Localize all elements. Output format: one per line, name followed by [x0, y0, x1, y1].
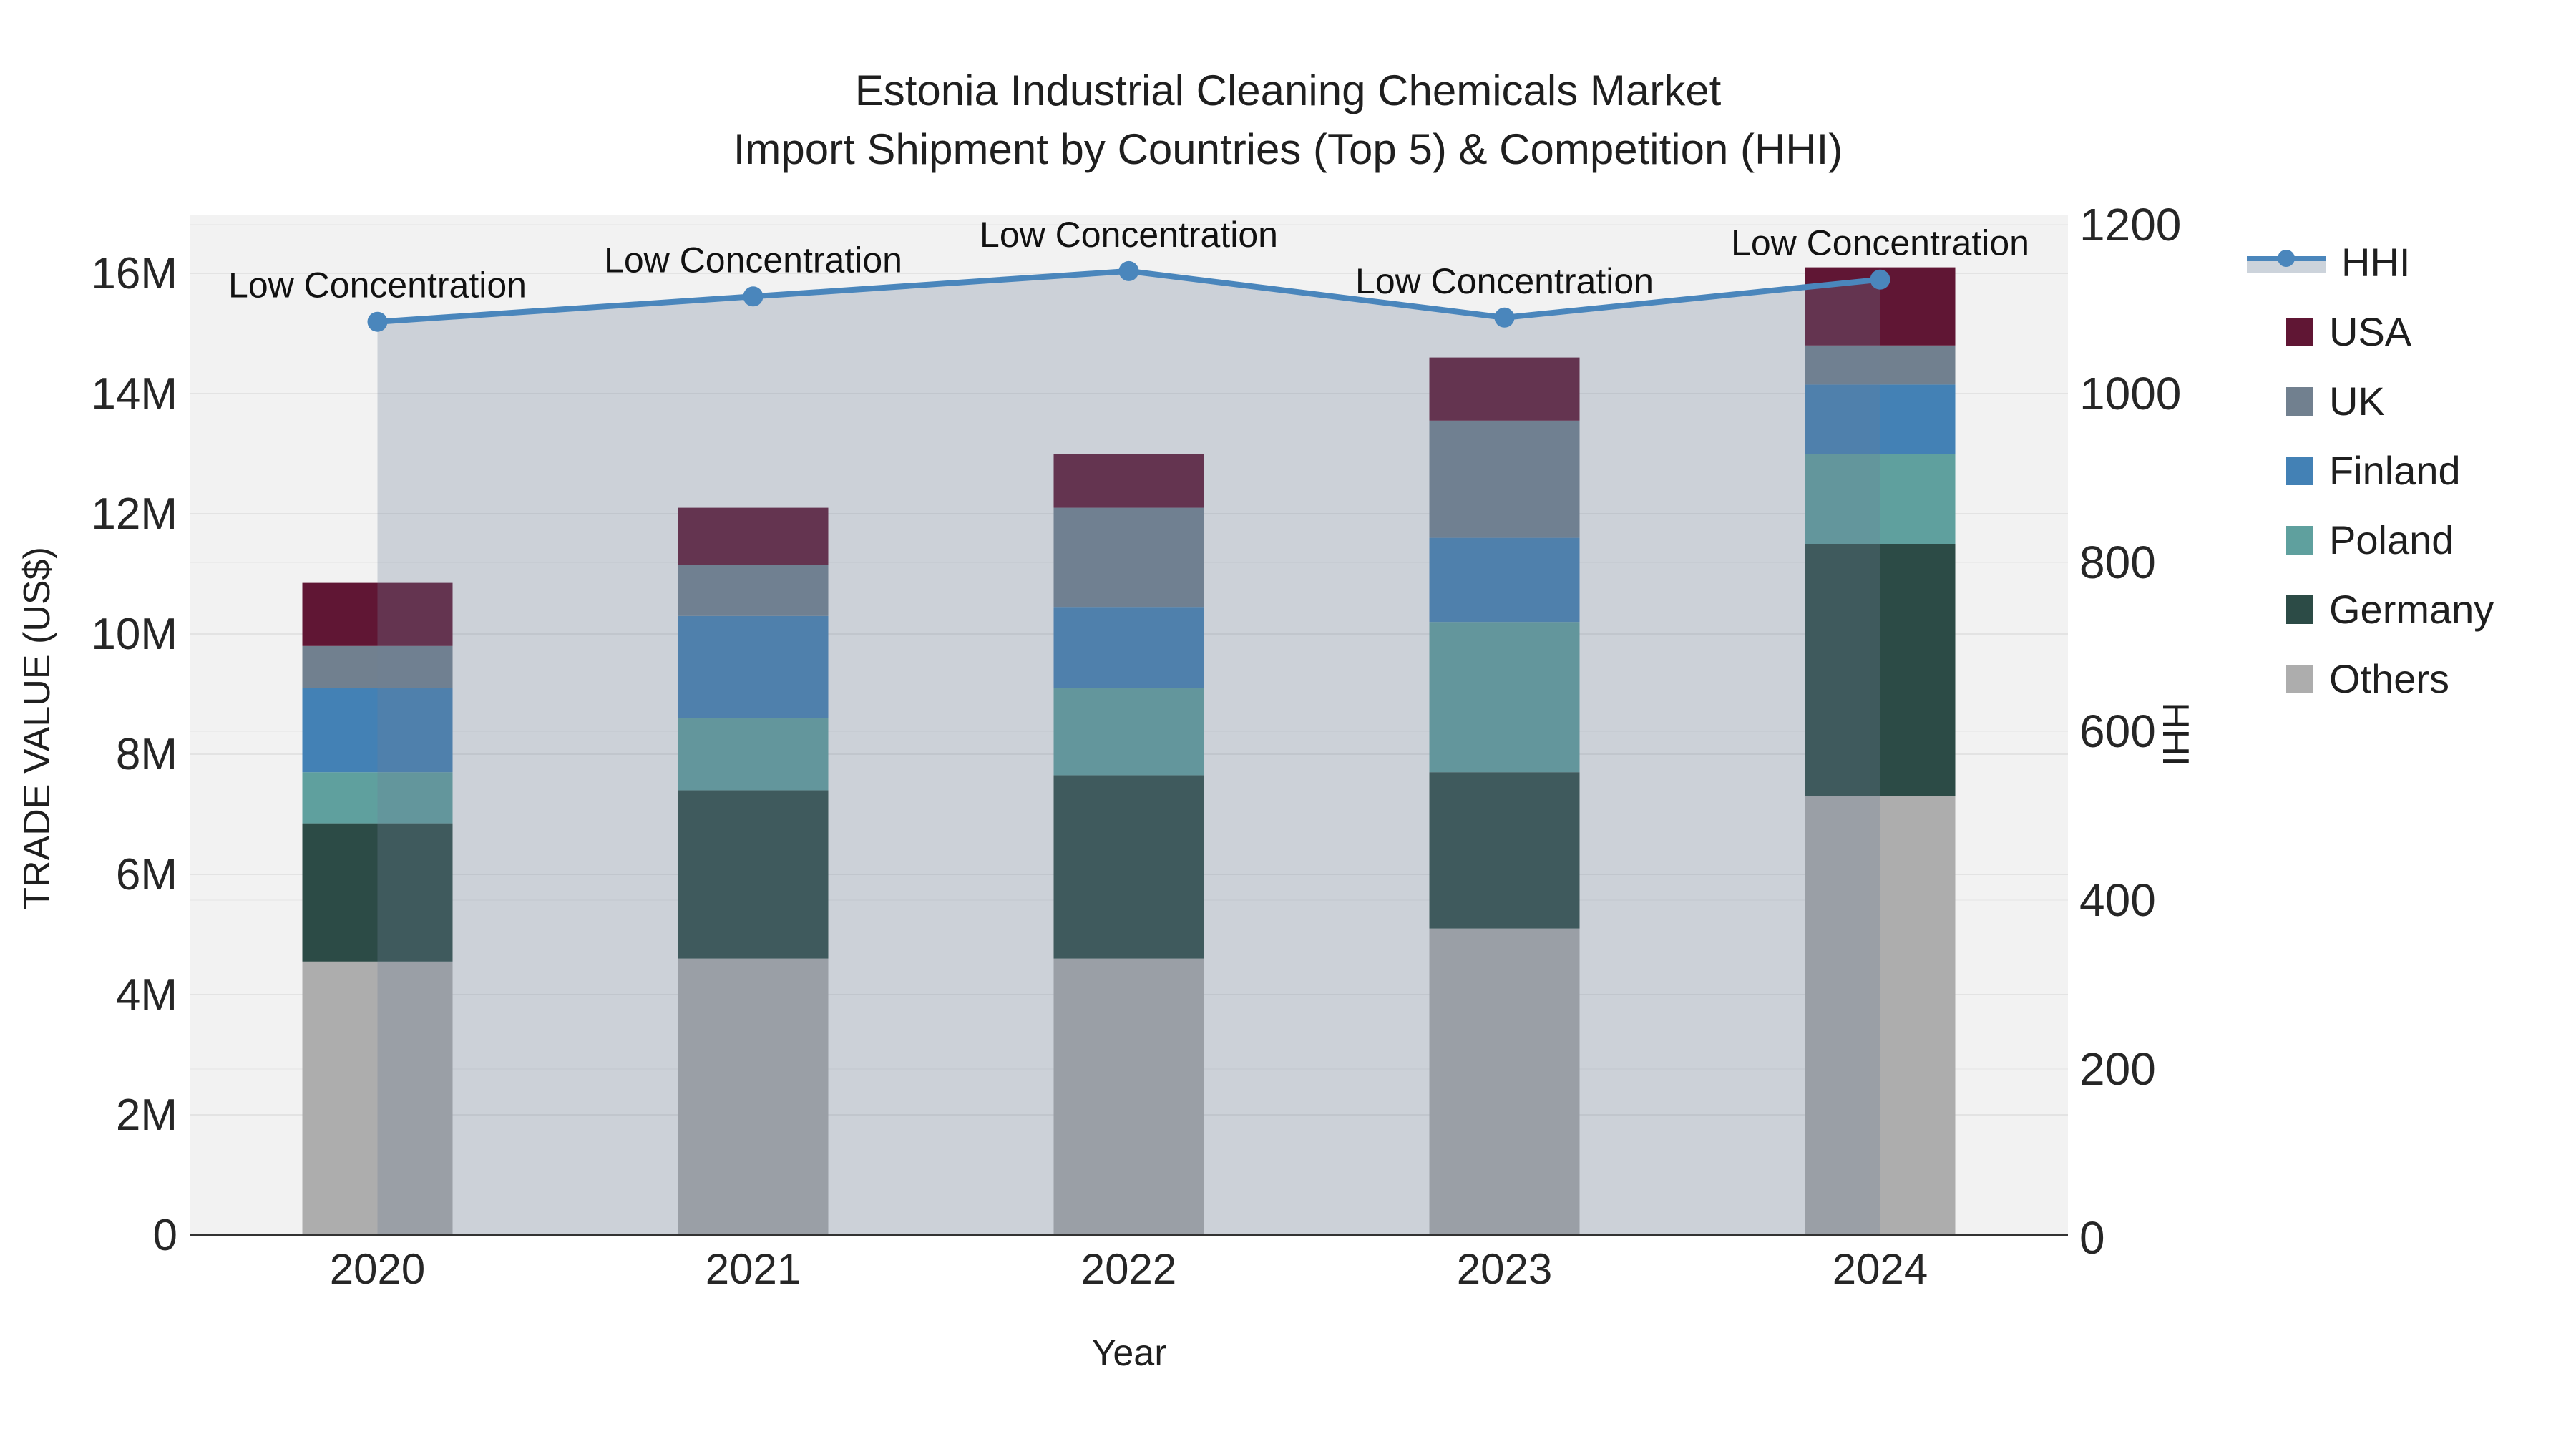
annotation-low-concentration: Low Concentration — [228, 265, 527, 306]
bar-segment-finland-2021[interactable] — [678, 615, 829, 718]
bar-segment-finland-2023[interactable] — [1429, 537, 1580, 623]
bar-segment-germany-2024[interactable] — [1805, 544, 1956, 796]
bar-segment-poland-2021[interactable] — [678, 718, 829, 791]
legend-item-usa[interactable]: USA — [2247, 297, 2562, 366]
annotation-low-concentration: Low Concentration — [1355, 261, 1654, 301]
bar-segment-others-2020[interactable] — [302, 961, 453, 1235]
bar-segment-finland-2022[interactable] — [1053, 607, 1204, 688]
y-axis-title-right: HHI — [2155, 702, 2196, 766]
bar-segment-finland-2020[interactable] — [302, 688, 453, 773]
bar-segment-others-2023[interactable] — [1429, 928, 1580, 1235]
y-left-tick-label: 16M — [91, 249, 177, 298]
bar-segment-germany-2020[interactable] — [302, 823, 453, 962]
y-left-tick-label: 2M — [116, 1091, 177, 1140]
bar-segment-others-2021[interactable] — [678, 958, 829, 1235]
y-left-tick-label: 14M — [91, 369, 177, 419]
y-right-tick-label: 1000 — [2079, 368, 2181, 419]
bar-segment-poland-2022[interactable] — [1053, 688, 1204, 776]
bar-segment-uk-2021[interactable] — [678, 565, 829, 616]
y-left-tick-label: 4M — [116, 970, 177, 1020]
legend-item-germany[interactable]: Germany — [2247, 575, 2562, 644]
legend-label-usa: USA — [2329, 309, 2412, 354]
y-right-tick-label: 600 — [2079, 706, 2156, 757]
hhi-marker-2022[interactable] — [1118, 260, 1139, 281]
y-axis-title-left: TRADE VALUE (US$) — [16, 547, 58, 910]
legend-swatch-finland — [2286, 456, 2313, 485]
legend-label-uk: UK — [2329, 379, 2385, 424]
bar-segment-poland-2023[interactable] — [1429, 622, 1580, 773]
bar-segment-poland-2020[interactable] — [302, 772, 453, 824]
bar-segment-germany-2021[interactable] — [678, 790, 829, 959]
legend-label-poland: Poland — [2329, 517, 2454, 562]
chart-title-line2: Import Shipment by Countries (Top 5) & C… — [733, 125, 1843, 173]
legend-swatch-others — [2286, 664, 2313, 693]
chart-title: Estonia Industrial Cleaning Chemicals Ma… — [0, 62, 2576, 179]
legend: HHI USA UK Finland Poland Germany Others — [2247, 228, 2562, 713]
x-tick-label-2023: 2023 — [1457, 1245, 1552, 1293]
bar-segment-germany-2023[interactable] — [1429, 772, 1580, 929]
x-tick-label-2021: 2021 — [706, 1245, 801, 1293]
hhi-legend-symbol — [2247, 248, 2326, 277]
legend-swatch-germany — [2286, 595, 2313, 624]
y-right-tick-label: 0 — [2079, 1212, 2105, 1264]
y-left-tick-label: 6M — [116, 850, 177, 899]
legend-label-finland: Finland — [2329, 448, 2461, 493]
y-left-tick-label: 0 — [153, 1211, 177, 1260]
legend-label-others: Others — [2329, 656, 2450, 701]
x-tick-label-2022: 2022 — [1081, 1245, 1176, 1293]
bar-segment-usa-2022[interactable] — [1053, 454, 1204, 508]
bar-segment-usa-2020[interactable] — [302, 582, 453, 646]
bar-segment-finland-2024[interactable] — [1805, 384, 1956, 454]
hhi-marker-2023[interactable] — [1494, 307, 1515, 328]
legend-swatch-uk — [2286, 386, 2313, 416]
bar-segment-usa-2023[interactable] — [1429, 357, 1580, 421]
hhi-marker-2020[interactable] — [367, 311, 388, 332]
bar-segment-poland-2024[interactable] — [1805, 454, 1956, 544]
bar-segment-others-2022[interactable] — [1053, 958, 1204, 1235]
hhi-marker-2024[interactable] — [1870, 269, 1890, 290]
hhi-area-fill — [377, 270, 1880, 1235]
y-right-tick-label: 1200 — [2079, 199, 2181, 250]
chart-title-line1: Estonia Industrial Cleaning Chemicals Ma… — [854, 67, 1722, 114]
y-right-tick-label: 200 — [2079, 1043, 2156, 1095]
bar-segment-uk-2023[interactable] — [1429, 420, 1580, 538]
bar-segment-usa-2021[interactable] — [678, 507, 829, 565]
legend-swatch-usa — [2286, 317, 2313, 346]
bar-segment-uk-2024[interactable] — [1805, 345, 1956, 385]
y-left-tick-label: 8M — [116, 730, 177, 779]
legend-label-hhi: HHI — [2341, 240, 2411, 285]
hhi-legend-marker — [2278, 249, 2295, 267]
bar-segment-germany-2022[interactable] — [1053, 775, 1204, 959]
bar-segment-uk-2022[interactable] — [1053, 507, 1204, 608]
legend-item-uk[interactable]: UK — [2247, 366, 2562, 436]
annotation-low-concentration: Low Concentration — [604, 240, 902, 280]
annotation-low-concentration: Low Concentration — [980, 215, 1278, 255]
hhi-marker-2021[interactable] — [743, 286, 763, 307]
x-tick-label-2024: 2024 — [1833, 1245, 1928, 1293]
bar-segment-others-2024[interactable] — [1805, 796, 1956, 1235]
y-left-tick-label: 10M — [91, 610, 177, 659]
legend-label-germany: Germany — [2329, 587, 2494, 632]
y-left-tick-label: 12M — [91, 489, 177, 539]
x-axis-title: Year — [1091, 1332, 1167, 1374]
legend-swatch-poland — [2286, 525, 2313, 555]
legend-item-poland[interactable]: Poland — [2247, 505, 2562, 575]
y-right-tick-label: 400 — [2079, 874, 2156, 926]
legend-item-finland[interactable]: Finland — [2247, 436, 2562, 505]
x-tick-label-2020: 2020 — [330, 1245, 425, 1293]
y-right-tick-label: 800 — [2079, 537, 2156, 588]
bar-segment-uk-2020[interactable] — [302, 645, 453, 688]
legend-item-others[interactable]: Others — [2247, 644, 2562, 713]
legend-item-hhi[interactable]: HHI — [2247, 228, 2562, 297]
annotation-low-concentration: Low Concentration — [1731, 223, 2029, 263]
